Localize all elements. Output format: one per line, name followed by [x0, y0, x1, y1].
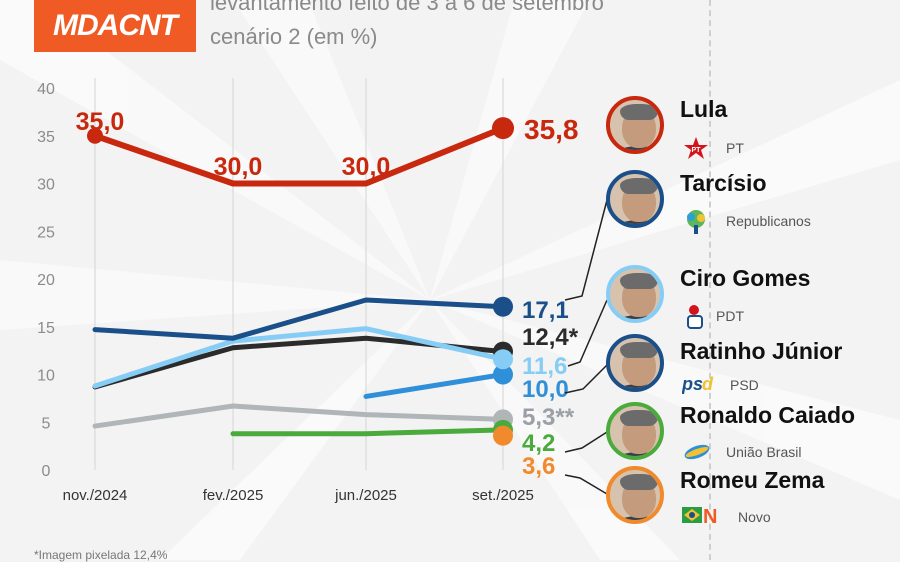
- y-tick-label: 25: [37, 224, 55, 241]
- subtitle-line-2: cenário 2 (em %): [210, 24, 378, 49]
- y-tick-label: 10: [37, 368, 55, 385]
- data-label-end: 10,0: [522, 376, 569, 403]
- y-tick-label: 30: [37, 177, 55, 194]
- candidate-name: Romeu Zema: [680, 467, 825, 493]
- candidate-photo: [606, 466, 664, 524]
- data-label: 30,0: [214, 153, 263, 181]
- psd-icon: ps d: [681, 373, 714, 395]
- series-end-point-lula: [492, 117, 514, 140]
- candidate-photo: [606, 334, 664, 392]
- y-tick-label: 40: [37, 81, 55, 98]
- data-label-end: 17,1: [522, 297, 569, 324]
- brand-logo: MDACNT: [34, 0, 196, 52]
- connector-line-3: [564, 431, 608, 453]
- candidate-photo: [606, 96, 664, 154]
- subtitle-line-1: levantamento feito de 3 a 6 de setembro: [210, 0, 604, 15]
- candidate-party: PT: [726, 140, 744, 156]
- series-line-zema_series: [230, 427, 506, 437]
- y-tick-label: 20: [37, 272, 55, 289]
- candidate-party: Novo: [738, 509, 771, 525]
- svg-text:d: d: [702, 374, 714, 394]
- footnote: *Imagem pixelada 12,4%: [34, 548, 168, 562]
- svg-text:PT: PT: [692, 147, 702, 154]
- series-end-point-tarcisio: [493, 296, 513, 317]
- data-label-end: 3,6: [522, 453, 555, 480]
- x-tick-label: jun./2025: [334, 487, 397, 504]
- svg-text:N: N: [703, 506, 717, 527]
- data-label: 35,0: [76, 108, 125, 136]
- candidate-name: Lula: [680, 96, 728, 122]
- connector-line-4: [564, 474, 608, 495]
- data-label-end: 5,3**: [522, 404, 575, 431]
- republicanos-tree-icon: [682, 209, 710, 234]
- x-tick-label: set./2025: [472, 487, 534, 504]
- candidate-name: Tarcísio: [680, 170, 767, 196]
- candidate-photo: [606, 265, 664, 323]
- connector-line-1: [567, 299, 608, 367]
- candidate-party: PDT: [716, 308, 744, 324]
- pt-star-icon: PT: [682, 136, 710, 159]
- candidate-name: Ronaldo Caiado: [680, 402, 856, 428]
- connector-line-2: [564, 364, 608, 394]
- y-tick-label: 15: [37, 320, 55, 337]
- series-line-tarcisio: [92, 297, 506, 341]
- candidate-party: Republicanos: [726, 213, 811, 229]
- candidate-name: Ciro Gomes: [680, 265, 811, 291]
- candidate-photo: [606, 170, 664, 228]
- series-end-point-ciro_light: [493, 349, 513, 370]
- y-tick-label: 0: [42, 463, 51, 480]
- novo-icon: N: [682, 505, 717, 528]
- uniao-brasil-icon: [682, 440, 710, 462]
- series-line-lula: [92, 125, 506, 187]
- data-label-end: 4,2: [522, 430, 555, 457]
- data-label: 30,0: [342, 153, 391, 181]
- series-end-point-ratinho: [493, 364, 513, 385]
- candidate-name: Ratinho Júnior: [680, 338, 843, 364]
- candidate-photo: [606, 402, 664, 460]
- y-tick-label: 35: [37, 129, 55, 146]
- data-label-end: 12,4*: [522, 324, 579, 351]
- chart-subtitle: levantamento feito de 3 a 6 de setembro …: [210, 0, 604, 54]
- series-line-ciro_light: [92, 326, 506, 389]
- connector-line-0: [564, 199, 608, 301]
- x-tick-label: nov./2024: [63, 487, 128, 504]
- divider-dashed: [709, 0, 711, 560]
- data-label-end: 35,8: [524, 114, 579, 145]
- svg-text:ps: ps: [682, 374, 703, 394]
- pdt-fist-rose-icon: [682, 304, 710, 329]
- x-tick-label: fev./2025: [203, 487, 264, 504]
- series-start-point-lula: [87, 127, 103, 144]
- candidate-party: União Brasil: [726, 444, 802, 460]
- series-end-point-zema: [493, 425, 513, 446]
- data-label-end: 11,6: [522, 353, 567, 380]
- series-line-caiado: [92, 403, 506, 429]
- candidate-party: PSD: [730, 377, 759, 393]
- series-line-ratinho: [363, 372, 506, 399]
- y-tick-label: 5: [42, 415, 51, 432]
